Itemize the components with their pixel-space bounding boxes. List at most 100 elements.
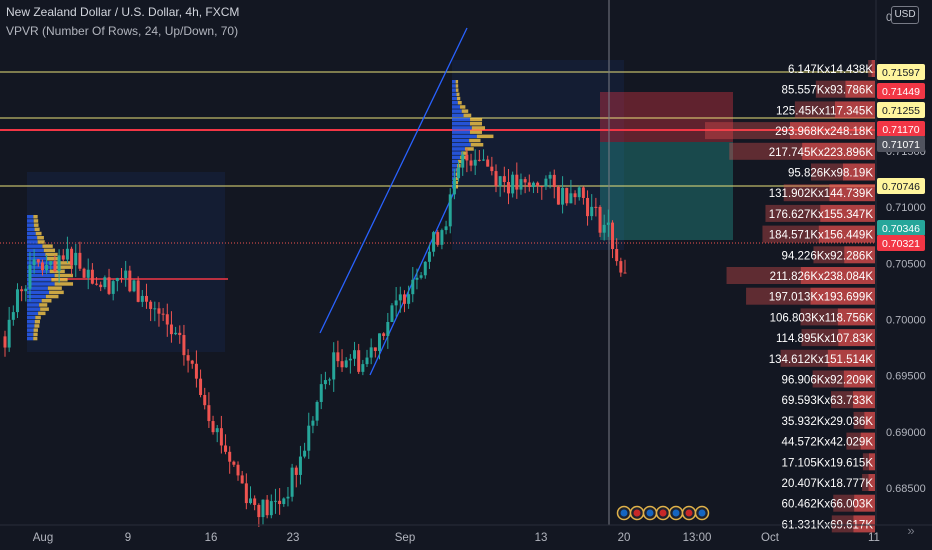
vp-bar-down — [54, 265, 73, 269]
candle-body — [469, 160, 473, 166]
vp-row-bar-up — [726, 267, 801, 284]
vp-row-bar-up — [862, 453, 869, 471]
vp-bar-down — [458, 159, 463, 164]
vp-bar-up — [27, 269, 50, 274]
vp-row-bar-down — [790, 122, 875, 140]
candle-body — [619, 261, 623, 273]
candle-body — [357, 350, 361, 372]
vp-bar-up — [452, 96, 457, 101]
vp-bar-down — [45, 294, 59, 299]
vp-row-bar-down — [800, 267, 875, 284]
vp-bar-up — [452, 138, 470, 143]
candle-body — [373, 347, 377, 351]
candle-body — [398, 294, 402, 301]
vp-bar-up — [27, 227, 35, 232]
vp-row-bar-down — [810, 287, 875, 305]
vp-bar-down — [461, 151, 468, 155]
vp-bar-down — [33, 332, 38, 337]
vp-row-bar-down — [844, 246, 875, 264]
vp-row-label: 6.147Kx14.438K — [788, 64, 873, 76]
candle-body — [536, 182, 540, 187]
vp-bar-down — [39, 303, 48, 307]
price-label-value: 0.71255 — [882, 105, 920, 117]
vp-row-label: 134.612Kx151.514K — [769, 354, 874, 366]
price-tick-label: 0.71000 — [886, 202, 926, 214]
vp-bar-up — [452, 113, 464, 118]
vp-bar-down — [47, 286, 62, 290]
vp-row-bar-down — [834, 101, 875, 119]
scroll-to-realtime-icon[interactable]: » — [907, 523, 915, 538]
vp-row-label: 114.895Kx107.83K — [776, 333, 873, 345]
symbol-title[interactable]: New Zealand Dollar / U.S. Dollar, 4h, FX… — [6, 5, 240, 19]
vp-bar-up — [452, 147, 466, 151]
price-label-badge — [877, 83, 925, 99]
vp-range-box — [452, 60, 624, 250]
vp-row-bar-down — [827, 349, 875, 367]
indicator-legend[interactable]: VPVR (Number Of Rows, 24, Up/Down, 70) — [6, 24, 239, 38]
vp-row-bar-down — [820, 204, 875, 222]
vp-bar-up — [27, 311, 39, 316]
price-label-badge — [877, 235, 925, 251]
candle-body — [556, 186, 560, 205]
vp-bar-down — [41, 299, 52, 303]
flag-dot — [698, 509, 706, 517]
vp-bar-up — [27, 278, 52, 282]
candle-body — [565, 187, 569, 204]
vp-row-bar-down — [845, 80, 875, 98]
vp-row-label: 94.226Kx92.286K — [782, 250, 874, 262]
candle-body — [319, 384, 323, 402]
vp-row-bar-up — [765, 204, 821, 222]
candle-body — [365, 357, 369, 365]
vp-bar-up — [27, 282, 55, 286]
price-tick-label: 0.69000 — [886, 427, 926, 439]
candle-body — [498, 176, 502, 187]
vp-row-bar-up — [815, 80, 846, 98]
candle-body — [240, 475, 244, 484]
vp-bar-up — [452, 130, 471, 134]
candle-body — [519, 179, 523, 190]
vp-bar-up — [27, 286, 48, 290]
time-tick-label: 9 — [125, 532, 131, 544]
vp-row-bar-up — [831, 391, 854, 409]
candle-body — [303, 450, 307, 457]
vp-row-bar-down — [838, 329, 875, 347]
time-tick-label: Aug — [33, 532, 53, 544]
candle-body — [82, 268, 86, 278]
candle-body — [86, 269, 90, 278]
vp-row-bar-down — [802, 142, 875, 160]
candle-body — [199, 378, 203, 395]
vp-bar-down — [33, 223, 39, 227]
candle-body — [506, 182, 510, 194]
vp-bar-up — [452, 151, 462, 155]
vp-bar-down — [46, 257, 61, 261]
candle-body — [144, 295, 148, 302]
vp-row-label: 17.105Kx19.615K — [782, 457, 874, 469]
vp-bar-down — [461, 109, 469, 113]
candle-body — [20, 289, 24, 292]
vp-row-label: 85.557Kx93.786K — [782, 85, 874, 97]
candle-body — [452, 178, 456, 195]
vp-row-bar-up — [833, 494, 855, 512]
candle-body — [124, 270, 128, 279]
time-tick-label: Oct — [761, 532, 780, 544]
vp-bar-down — [460, 105, 466, 109]
price-label-value: 0.70321 — [882, 238, 920, 250]
candle-body — [569, 193, 573, 204]
candle-body — [590, 206, 594, 217]
vp-bar-up — [27, 290, 50, 295]
candle-body — [436, 232, 440, 245]
candle-body — [70, 248, 74, 266]
candle-body — [369, 347, 373, 358]
candle-body — [136, 280, 140, 302]
candle-body — [286, 496, 290, 499]
candle-body — [311, 420, 315, 426]
candle-body — [11, 312, 15, 320]
vp-bar-up — [27, 299, 42, 303]
currency-button[interactable]: USD — [891, 6, 919, 24]
candle-body — [282, 498, 286, 505]
candle-body — [149, 301, 153, 309]
time-tick-label: 13:00 — [683, 532, 712, 544]
vp-bar-down — [455, 80, 459, 84]
vp-bar-down — [34, 320, 40, 324]
